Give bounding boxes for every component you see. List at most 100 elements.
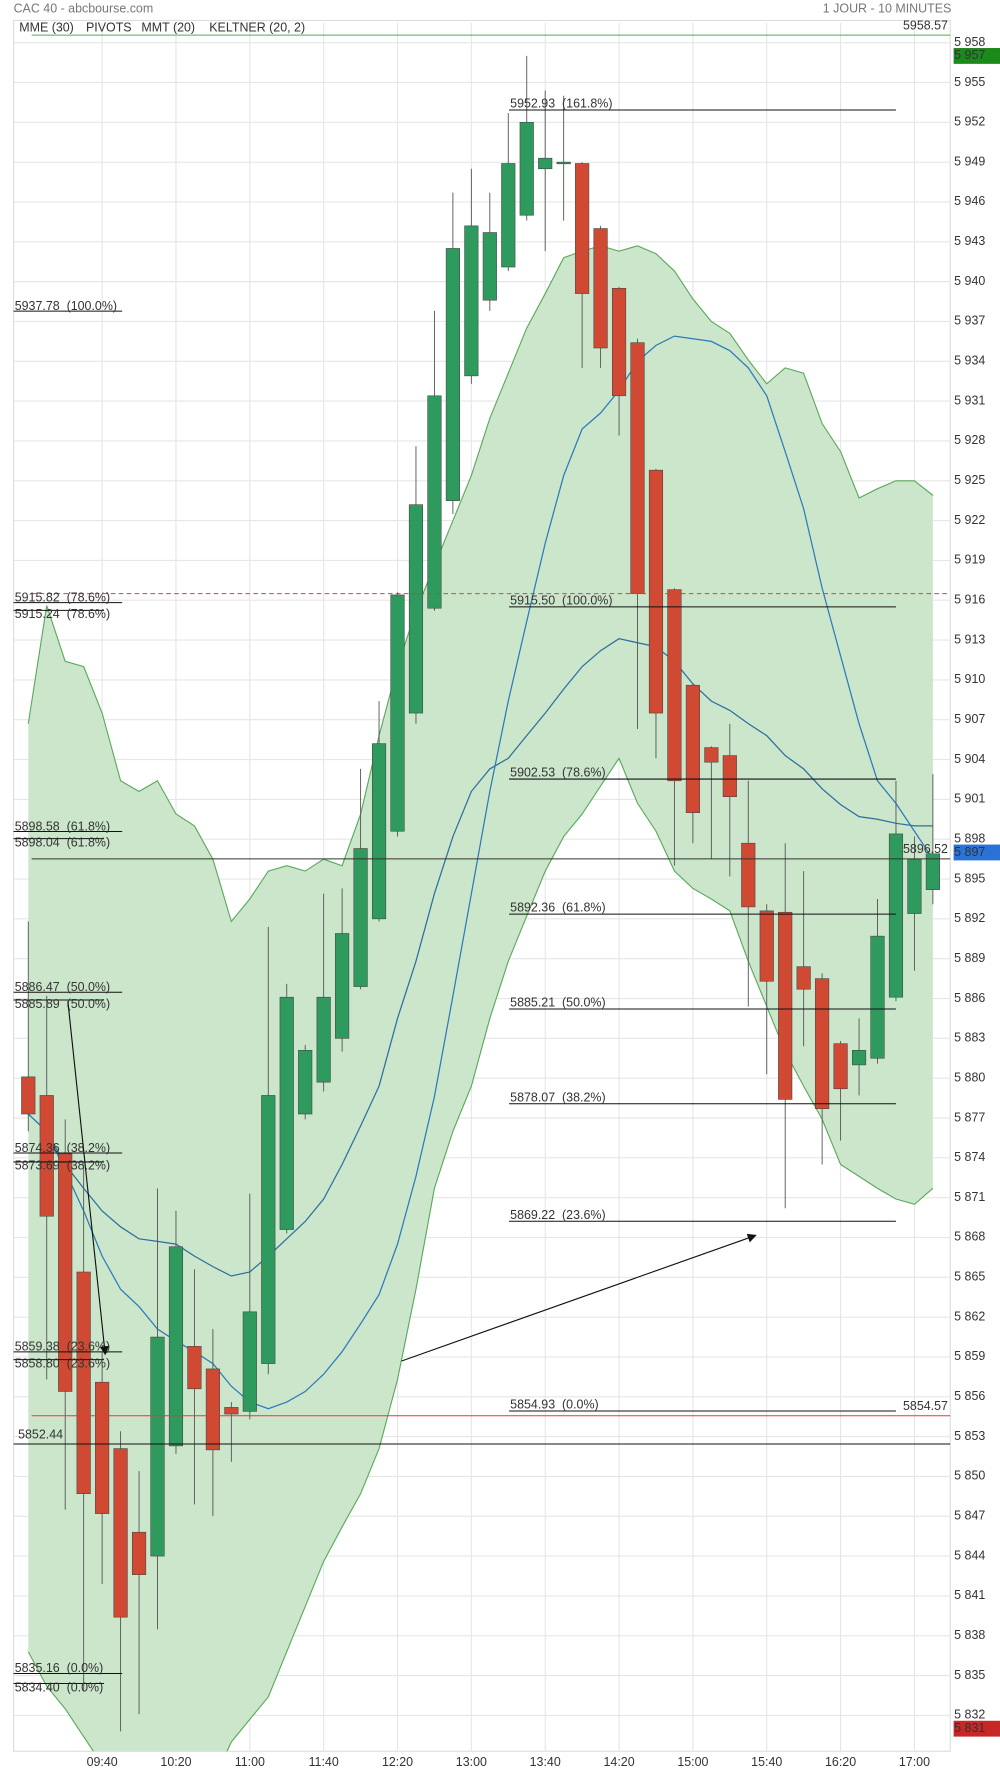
candle-body	[279, 996, 294, 1230]
x-tick-label: 11:00	[235, 1755, 265, 1769]
fib-label: 5873.69 (38.2%)	[15, 1159, 110, 1173]
y-tick-label: 5 862	[954, 1309, 985, 1323]
y-tick-label: 5 844	[954, 1548, 985, 1562]
candle-body	[39, 1095, 54, 1217]
y-tick-label: 5 913	[954, 632, 985, 646]
fib-label: 5898.04 (61.8%)	[15, 835, 110, 849]
candle-body	[833, 1043, 848, 1090]
x-tick-label: 13:40	[530, 1755, 561, 1769]
y-tick-label: 5 871	[954, 1190, 985, 1204]
moving-average	[27, 638, 933, 1277]
y-tick-label: 5 838	[954, 1628, 985, 1642]
candle-body	[131, 1531, 147, 1575]
y-tick-label: 5 892	[954, 911, 985, 925]
candle-body	[759, 910, 774, 982]
candle-body	[648, 469, 664, 714]
candle-body	[187, 1346, 202, 1390]
candle-body	[298, 1050, 313, 1115]
y-tick-label: 5 886	[954, 991, 985, 1005]
y-tick-label: 5 952	[954, 115, 985, 129]
candle-body	[316, 996, 331, 1083]
candle-body	[335, 933, 350, 1039]
y-tick-label: 5 916	[954, 593, 985, 607]
fib-label: 5915.82 (78.6%)	[15, 590, 110, 604]
fib-label: 5885.21 (50.0%)	[510, 996, 605, 1010]
x-tick-label: 14:20	[603, 1755, 634, 1769]
fib-label: 5892.36 (61.8%)	[510, 901, 605, 915]
x-tick-label: 15:00	[677, 1755, 708, 1769]
fib-label: 5885.89 (50.0%)	[15, 997, 110, 1011]
y-tick-label: 5 865	[954, 1270, 985, 1284]
legend-entry: MMT (20)	[141, 21, 195, 35]
y-tick-label: 5 958	[954, 35, 985, 49]
legend-entry: KELTNER (20, 2)	[209, 21, 305, 35]
y-tick-label: 5 880	[954, 1070, 985, 1084]
candle-body	[408, 504, 424, 714]
price-marker-label: 5 831	[954, 1721, 985, 1735]
candle-body	[851, 1050, 867, 1066]
fib-label: 5835.16 (0.0%)	[15, 1661, 104, 1675]
fib-label: 5834.40 (0.0%)	[15, 1680, 104, 1694]
reference-label: 5854.57	[903, 1399, 948, 1413]
fib-label: 5902.53 (78.6%)	[510, 766, 605, 780]
y-tick-label: 5 889	[954, 951, 985, 965]
candle-body	[501, 163, 516, 268]
x-tick-label: 16:20	[825, 1755, 856, 1769]
fib-label: 5952.93 (161.8%)	[510, 97, 612, 111]
fib-label: 5869.22 (23.6%)	[510, 1208, 605, 1222]
plot-area	[13, 22, 951, 1752]
y-tick-label: 5 859	[954, 1349, 985, 1363]
legend-entry: PIVOTS	[86, 21, 132, 35]
fib-label: 5878.07 (38.2%)	[510, 1090, 605, 1104]
y-tick-label: 5 943	[954, 234, 985, 248]
y-tick-label: 5 841	[954, 1588, 985, 1602]
candle-body	[575, 163, 590, 294]
candle-body	[427, 395, 442, 609]
candle-body	[778, 911, 793, 1100]
candle-body	[445, 248, 460, 501]
candle-body	[464, 225, 479, 377]
y-tick-label: 5 868	[954, 1230, 985, 1244]
candle-body	[593, 228, 608, 349]
y-tick-label: 5 847	[954, 1509, 985, 1523]
reference-label: 5958.57	[903, 18, 948, 32]
y-tick-label: 5 928	[954, 433, 985, 447]
candle-body	[353, 848, 368, 987]
x-tick-label: 15:40	[751, 1755, 782, 1769]
x-tick-label: 17:00	[899, 1755, 930, 1769]
source: CAC 40 - abcbourse.com	[14, 1, 154, 15]
candle-body	[611, 287, 627, 397]
y-tick-label: 5 946	[954, 194, 985, 208]
fib-label: 5886.47 (50.0%)	[15, 980, 110, 994]
price-marker-label: 5 957	[954, 48, 985, 62]
y-tick-label: 5 853	[954, 1429, 985, 1443]
y-tick-label: 5 910	[954, 672, 985, 686]
candle-body	[21, 1076, 36, 1115]
y-tick-label: 5 877	[954, 1110, 985, 1124]
candle-body	[519, 122, 534, 216]
y-tick-label: 5 850	[954, 1469, 985, 1483]
candle-body	[722, 755, 737, 798]
candle-body	[630, 342, 645, 594]
candle-body	[261, 1095, 276, 1364]
candle-body	[58, 1153, 73, 1392]
candle-body	[76, 1271, 91, 1494]
candle-body	[205, 1368, 220, 1451]
fib-label: 5854.93 (0.0%)	[510, 1398, 599, 1412]
y-tick-label: 5 883	[954, 1031, 985, 1045]
y-tick-label: 5 895	[954, 871, 985, 885]
candle-body	[556, 161, 571, 165]
arrow	[401, 1233, 757, 1362]
candle-body	[95, 1381, 110, 1514]
fib-label: 5874.36 (38.2%)	[15, 1141, 110, 1155]
candle-body	[667, 589, 682, 782]
fib-label: 5898.58 (61.8%)	[15, 819, 110, 833]
x-tick-label: 09:40	[87, 1755, 118, 1769]
y-tick-label: 5 901	[954, 792, 985, 806]
fib-label: 5937.78 (100.0%)	[15, 299, 117, 313]
period: 1 JOUR - 10 MINUTES	[823, 1, 952, 15]
price-marker-label: 5 897	[954, 845, 985, 859]
candle-body	[907, 858, 922, 914]
candle-body	[150, 1336, 165, 1557]
x-tick-label: 11:40	[309, 1755, 339, 1769]
